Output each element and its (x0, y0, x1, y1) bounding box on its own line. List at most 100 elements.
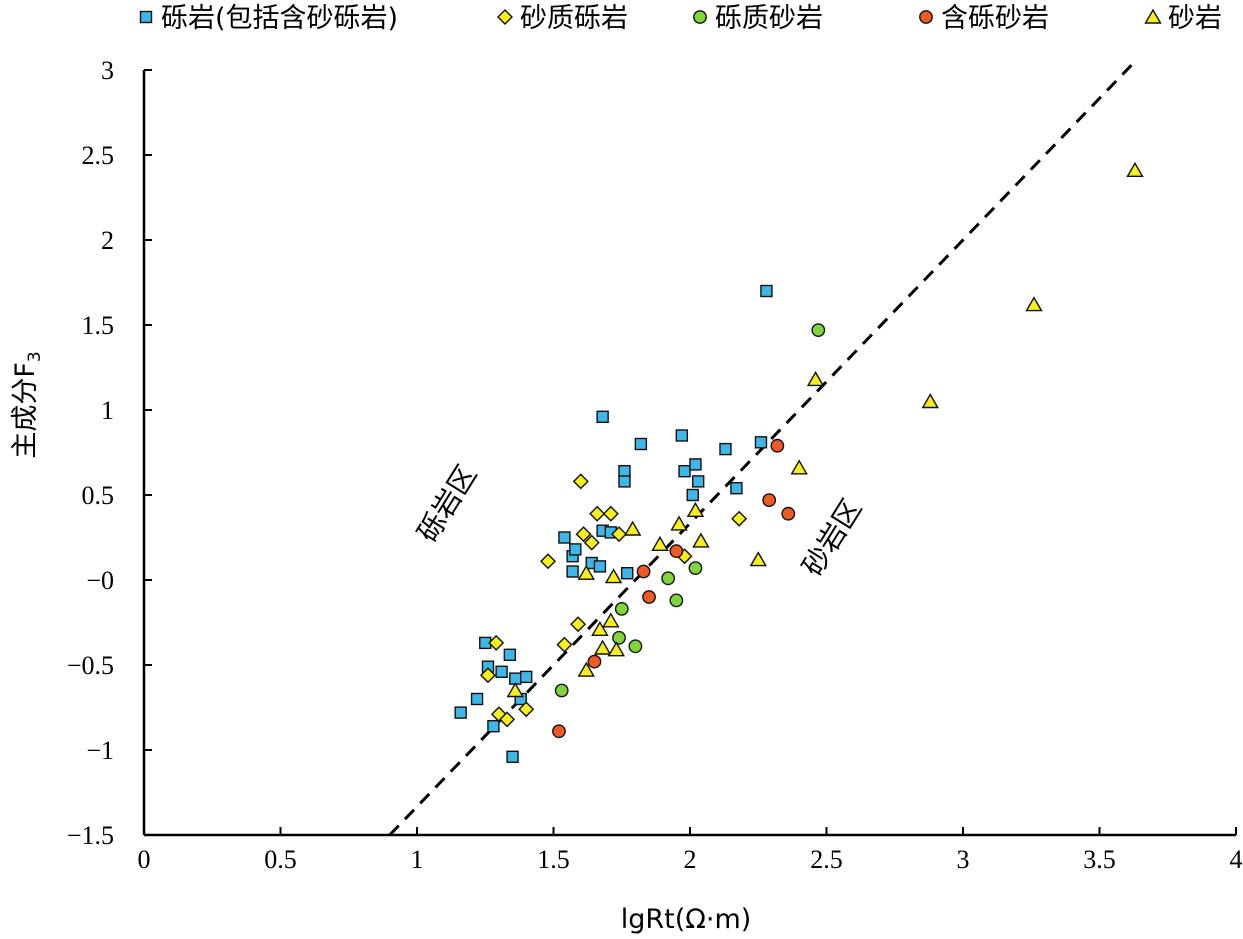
y-tick-label: 0.5 (82, 481, 115, 510)
data-point-pebbly-sandstone (770, 438, 785, 453)
series-gravelly-sandstone (554, 323, 826, 698)
data-point-sandstone (623, 520, 642, 536)
data-point-sandstone (651, 535, 669, 551)
data-point-conglomerate (596, 410, 609, 423)
legend-marker-sandstone (1144, 8, 1162, 24)
y-tick-label: 2 (101, 226, 114, 255)
data-point-conglomerate (558, 531, 571, 544)
data-point-pebbly-sandstone (642, 590, 656, 604)
data-point-sandstone (604, 568, 623, 584)
y-tick-label: 1 (101, 396, 114, 425)
data-point-sandstone (921, 393, 939, 409)
data-point-pebbly-sandstone (762, 493, 777, 507)
legend-label-sandy-conglomerate: 砂质砾岩 (520, 3, 628, 34)
legend-marker-conglomerate (139, 10, 153, 24)
data-point-gravelly-sandstone (628, 639, 643, 654)
data-point-conglomerate (621, 567, 634, 580)
data-point-gravelly-sandstone (614, 602, 629, 616)
data-point-sandstone (749, 551, 767, 567)
legend-label-sandstone: 砂岩 (1168, 3, 1222, 34)
zone-label: 砾岩区 (411, 459, 484, 548)
y-tick-label: 1.5 (82, 311, 115, 340)
data-point-sandstone (593, 639, 612, 655)
zone-label: 砂岩区 (796, 493, 869, 582)
data-point-conglomerate (487, 720, 500, 733)
y-tick-label: −1 (86, 736, 114, 765)
legend-marker-pebbly-sandstone (919, 10, 933, 24)
data-point-sandy-conglomerate (479, 667, 496, 684)
data-point-sandstone (577, 564, 595, 580)
data-points (454, 161, 1144, 763)
data-point-sandstone (506, 682, 524, 698)
data-point-conglomerate (618, 465, 631, 478)
data-point-pebbly-sandstone (781, 506, 796, 521)
y-tick-label: −0 (86, 566, 114, 595)
data-point-sandy-conglomerate (583, 534, 600, 551)
x-tick-label: 4 (1230, 845, 1243, 874)
data-point-conglomerate (691, 475, 705, 488)
data-point-sandy-conglomerate (540, 553, 557, 570)
data-point-pebbly-sandstone (669, 544, 684, 558)
data-point-conglomerate (503, 648, 517, 661)
legend: 砾岩(包括含砂砾岩) 砂质砾岩 砾质砂岩 含砾砂岩 砂岩 (139, 3, 1222, 34)
y-tick-label: 3 (101, 56, 114, 85)
series-conglomerate (454, 284, 773, 763)
data-point-sandstone (692, 532, 710, 548)
data-point-gravelly-sandstone (688, 561, 703, 575)
data-point-sandy-conglomerate (731, 510, 748, 527)
data-point-sandy-conglomerate (572, 473, 589, 490)
x-tick-label: 2 (684, 845, 697, 874)
x-tick-label: 0.5 (264, 845, 297, 874)
data-point-sandy-conglomerate (575, 526, 592, 543)
data-point-sandstone (806, 370, 825, 387)
data-point-sandstone (591, 620, 609, 636)
y-tick-label: −1.5 (67, 821, 114, 850)
y-axis-title: 主成分F3 (10, 351, 45, 458)
data-point-conglomerate (454, 706, 467, 719)
y-tick-label: −0.5 (67, 651, 114, 680)
zone-labels: 砾岩区 砂岩区 (411, 459, 868, 582)
data-point-sandstone (602, 612, 620, 628)
data-point-gravelly-sandstone (554, 683, 569, 698)
y-axis-title-main: 主成分F (10, 362, 41, 459)
data-point-conglomerate (618, 475, 631, 488)
x-tick-label: 0 (138, 845, 151, 874)
y-axis-title-subscript: 3 (25, 351, 45, 362)
data-point-sandstone (577, 661, 595, 677)
data-point-sandy-conglomerate (518, 701, 535, 718)
legend-label-gravelly-sandstone: 砾质砂岩 (715, 3, 823, 34)
data-point-sandstone (686, 501, 705, 517)
data-point-sandstone (1126, 161, 1144, 178)
series-sandy-conglomerate (479, 473, 748, 728)
data-point-gravelly-sandstone (811, 323, 826, 337)
data-point-conglomerate (689, 458, 702, 471)
data-point-sandy-conglomerate (556, 636, 573, 653)
data-point-gravelly-sandstone (661, 571, 676, 586)
legend-label-conglomerate: 砾岩(包括含砂砾岩) (161, 3, 398, 34)
data-point-gravelly-sandstone (669, 593, 684, 608)
data-point-conglomerate (678, 465, 691, 478)
series-pebbly-sandstone (552, 438, 796, 739)
x-tick-label: 2.5 (810, 845, 843, 874)
data-point-gravelly-sandstone (612, 630, 626, 645)
axes: 0 0.5 1 1.5 2 2.5 3 3.5 4 −1.5 −1 −0.5 −0 0.5 1 1.5 2 2.5… (67, 56, 1243, 874)
data-point-conglomerate (675, 429, 689, 442)
data-point-sandstone (607, 641, 626, 657)
data-point-conglomerate (686, 488, 699, 502)
data-point-conglomerate (495, 665, 508, 678)
data-point-sandstone (790, 459, 808, 475)
data-point-pebbly-sandstone (636, 564, 651, 579)
data-point-pebbly-sandstone (587, 654, 602, 669)
data-point-conglomerate (569, 543, 582, 556)
data-point-conglomerate (566, 565, 579, 578)
data-point-sandy-conglomerate (589, 505, 606, 522)
data-point-sandy-conglomerate (602, 505, 619, 522)
x-tick-label: 3.5 (1083, 845, 1116, 874)
x-tick-label: 3 (957, 845, 970, 874)
data-point-conglomerate (719, 442, 732, 456)
data-point-conglomerate (730, 482, 743, 495)
y-tick-label: 2.5 (82, 141, 115, 170)
data-point-sandstone (1025, 296, 1043, 312)
data-point-conglomerate (470, 692, 484, 706)
